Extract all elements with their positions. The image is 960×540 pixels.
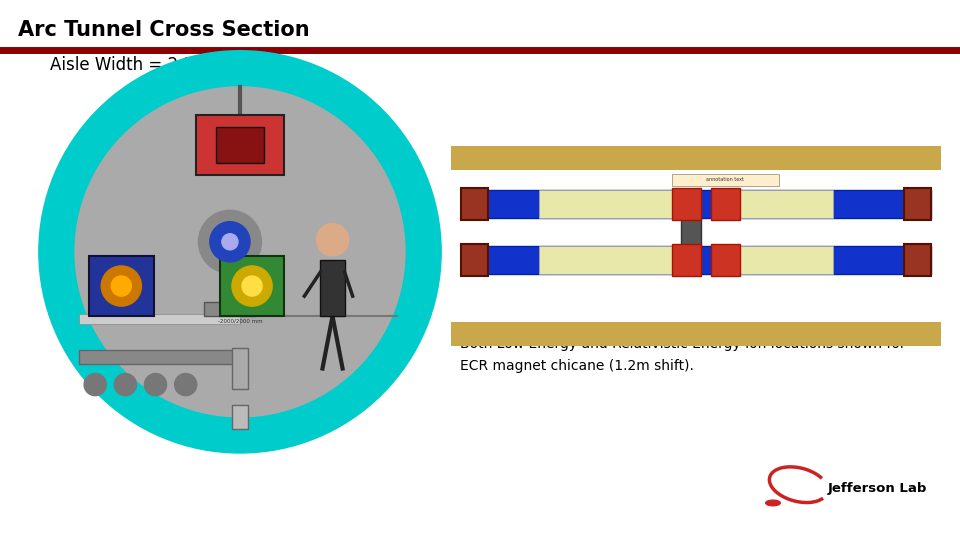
Circle shape (175, 374, 197, 396)
Text: Aisle Width = 2.22m (7.30'): Aisle Width = 2.22m (7.30') (50, 56, 280, 74)
FancyBboxPatch shape (232, 348, 248, 389)
Circle shape (144, 374, 167, 396)
Text: annotation text: annotation text (707, 177, 744, 183)
FancyBboxPatch shape (904, 188, 931, 220)
FancyBboxPatch shape (672, 174, 780, 186)
FancyBboxPatch shape (682, 218, 701, 246)
Circle shape (114, 374, 136, 396)
FancyBboxPatch shape (79, 350, 240, 365)
FancyBboxPatch shape (735, 246, 833, 274)
Circle shape (222, 234, 238, 250)
Circle shape (210, 222, 250, 262)
Circle shape (84, 374, 107, 396)
FancyBboxPatch shape (321, 260, 345, 316)
Circle shape (199, 211, 261, 273)
Circle shape (75, 87, 405, 417)
FancyBboxPatch shape (672, 188, 701, 220)
Text: -2000/2000 mm: -2000/2000 mm (218, 319, 262, 324)
FancyBboxPatch shape (461, 190, 931, 218)
FancyBboxPatch shape (196, 115, 284, 176)
FancyBboxPatch shape (451, 322, 941, 346)
Circle shape (232, 266, 273, 306)
Circle shape (38, 51, 442, 453)
FancyBboxPatch shape (232, 404, 248, 429)
FancyBboxPatch shape (461, 246, 931, 274)
Text: Both Low Energy and Relativistic Energy Ion locations shown for
ECR magnet chica: Both Low Energy and Relativistic Energy … (460, 336, 905, 373)
FancyBboxPatch shape (461, 244, 488, 275)
FancyBboxPatch shape (79, 314, 240, 324)
FancyBboxPatch shape (216, 127, 264, 163)
Circle shape (101, 266, 141, 306)
FancyBboxPatch shape (672, 244, 701, 275)
FancyBboxPatch shape (220, 256, 284, 316)
FancyBboxPatch shape (461, 188, 488, 220)
FancyBboxPatch shape (540, 246, 677, 274)
FancyBboxPatch shape (204, 302, 256, 316)
Circle shape (317, 224, 348, 256)
Circle shape (242, 276, 262, 296)
FancyBboxPatch shape (710, 244, 740, 275)
FancyBboxPatch shape (735, 190, 833, 218)
FancyBboxPatch shape (89, 256, 154, 316)
FancyBboxPatch shape (451, 146, 941, 170)
FancyBboxPatch shape (710, 188, 740, 220)
FancyBboxPatch shape (540, 190, 677, 218)
FancyBboxPatch shape (904, 244, 931, 275)
Circle shape (111, 276, 132, 296)
Text: Arc Tunnel Cross Section: Arc Tunnel Cross Section (18, 20, 310, 40)
Circle shape (766, 500, 780, 506)
Text: Jefferson Lab: Jefferson Lab (828, 482, 927, 495)
